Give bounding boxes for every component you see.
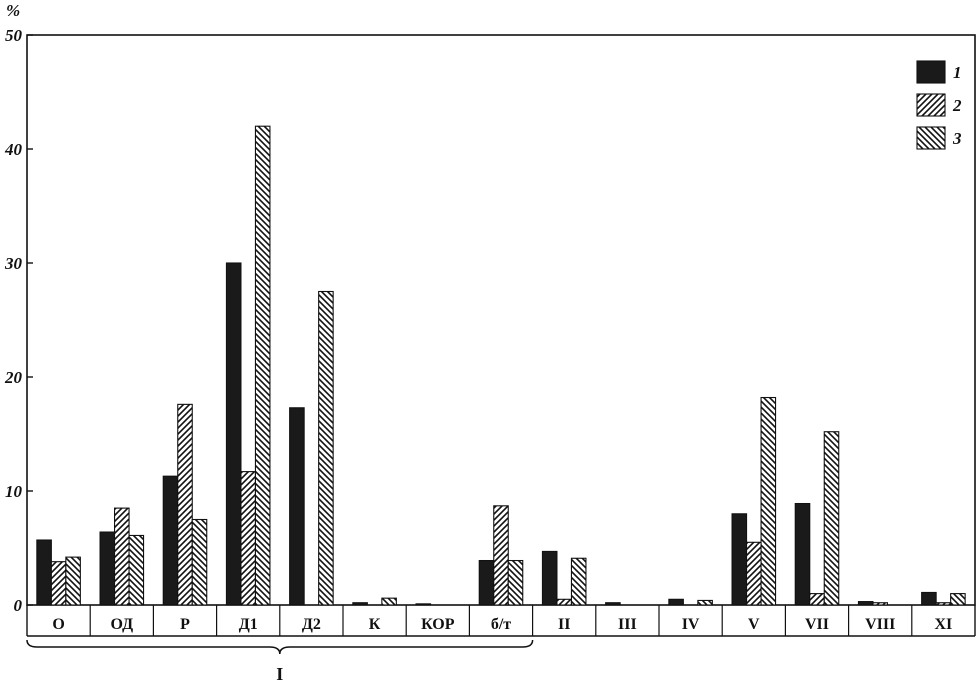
bar-series-3 xyxy=(950,593,966,606)
category-axis: О ОД Р Д1 Д2 К КОР б/т II III IV V VII VIII XI xyxy=(26,605,976,637)
y-tick-label: 20 xyxy=(4,368,23,387)
bar-series-2 xyxy=(935,602,952,606)
bar-series-1 xyxy=(225,262,242,606)
group-bracket-line xyxy=(26,639,534,655)
bar-series-1 xyxy=(668,598,684,606)
bars-layer xyxy=(36,125,966,606)
category-label: II xyxy=(558,616,570,633)
bar-series-3 xyxy=(507,559,524,606)
category-label: V xyxy=(748,616,760,633)
legend-label: 3 xyxy=(952,129,962,148)
category-label: К xyxy=(369,616,381,633)
legend-swatch-3 xyxy=(916,126,946,150)
bar-series-2 xyxy=(809,593,825,606)
bar-series-2 xyxy=(114,507,130,606)
category-label: б/т xyxy=(491,616,511,633)
bar-series-2 xyxy=(745,541,762,606)
category-label: IV xyxy=(682,616,700,633)
y-tick-label: 10 xyxy=(5,482,23,501)
category-label: О xyxy=(52,616,64,633)
bar-series-2 xyxy=(50,561,67,606)
category-label: XI xyxy=(935,616,953,633)
y-axis-unit-label: % xyxy=(6,1,20,20)
bar-series-3 xyxy=(318,290,334,606)
bar-series-2 xyxy=(177,403,193,606)
bar-series-3 xyxy=(128,534,145,606)
bar-series-3 xyxy=(191,518,208,606)
bar-series-1 xyxy=(289,407,305,606)
bar-series-3 xyxy=(570,557,587,606)
legend-label: 1 xyxy=(953,63,962,82)
y-axis-ticks: 0 10 20 30 40 50 xyxy=(4,26,33,615)
bar-series-1 xyxy=(605,602,621,606)
y-tick-label: 30 xyxy=(4,254,23,273)
bar-series-3 xyxy=(697,599,713,606)
y-tick-label: 0 xyxy=(14,596,23,615)
legend-label: 2 xyxy=(952,96,962,115)
bar-series-1 xyxy=(921,591,937,606)
bar-series-3 xyxy=(823,431,840,606)
legend-swatch-1 xyxy=(916,60,946,84)
bar-series-1 xyxy=(731,513,748,606)
category-label: Д1 xyxy=(239,616,258,633)
legend: 1 2 3 xyxy=(916,60,962,150)
category-label: III xyxy=(618,616,637,633)
bar-series-1 xyxy=(541,550,558,606)
bar-series-2 xyxy=(493,505,509,606)
category-label: ОД xyxy=(110,616,133,633)
bar-series-1 xyxy=(415,603,432,606)
category-label: Р xyxy=(180,616,190,633)
bar-series-1 xyxy=(99,531,116,606)
bar-series-1 xyxy=(857,601,874,606)
bar-series-3 xyxy=(254,125,271,606)
category-label: КОР xyxy=(421,616,455,633)
bar-series-1 xyxy=(478,559,495,606)
category-label: VII xyxy=(805,616,829,633)
bar-series-2 xyxy=(556,598,573,606)
legend-swatch-2 xyxy=(916,93,946,117)
group-bracket-label: I xyxy=(276,664,283,684)
bar-series-1 xyxy=(162,475,179,606)
group-bracket: I xyxy=(26,639,534,684)
bar-series-1 xyxy=(794,502,811,606)
y-tick-label: 40 xyxy=(4,140,23,159)
category-label: VIII xyxy=(865,616,895,633)
bar-series-2 xyxy=(872,602,889,606)
y-tick-label: 50 xyxy=(5,26,23,45)
bar-series-1 xyxy=(36,539,52,606)
bar-series-1 xyxy=(352,602,368,606)
bar-series-3 xyxy=(381,597,397,606)
category-label: Д2 xyxy=(302,616,321,633)
bar-series-3 xyxy=(65,556,81,606)
bar-series-3 xyxy=(760,396,777,606)
bar-series-2 xyxy=(240,471,256,606)
